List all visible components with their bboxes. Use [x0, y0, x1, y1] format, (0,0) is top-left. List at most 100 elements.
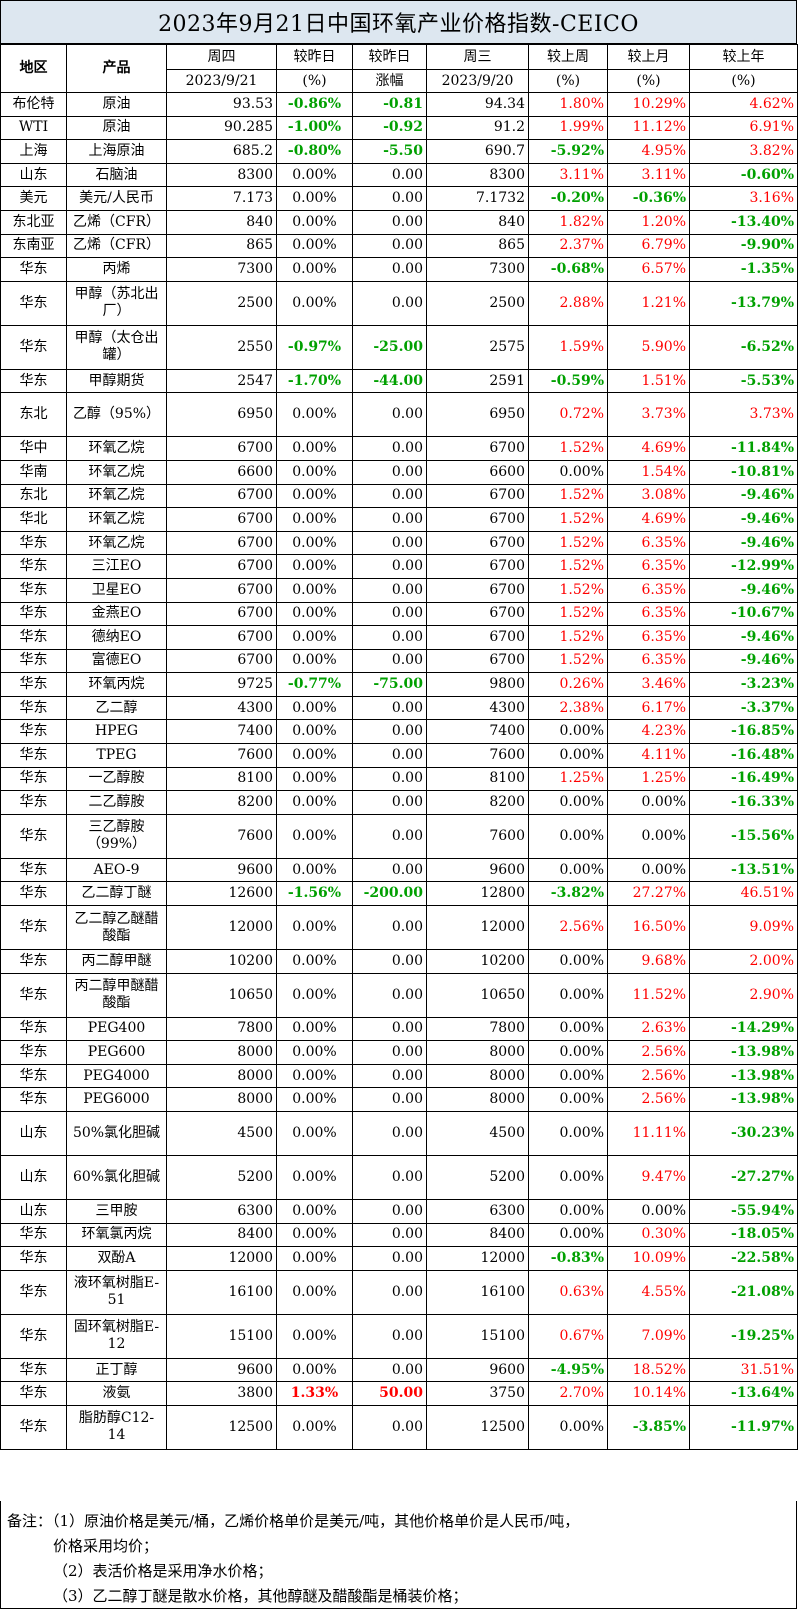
vs-yesterday-amt-cell: -44.00 [352, 368, 427, 394]
wed-header: 周三 [426, 44, 529, 70]
region-header: 地区 [0, 44, 67, 93]
thu-price-cell: 8000 [166, 1040, 277, 1065]
vs-week-cell: -0.68% [528, 257, 608, 282]
product-cell: TPEG [66, 743, 167, 768]
table-row: 华东 乙二醇乙醚醋酸酯 12000 0.00% 0.00 12000 2.56% 16.50%… [0, 905, 798, 951]
note-line: 备注：（1）原油价格是美元/桶，乙烯价格单价是美元/吨，其他价格单价是人民币/吨… [7, 1512, 580, 1530]
region-cell: 华东 [0, 1404, 67, 1450]
vs-year-cell: -10.81% [689, 459, 798, 485]
table-row: 华南 环氧乙烷 6600 0.00% 0.00 6600 0.00% 1.54% -10.81% [0, 459, 798, 485]
product-cell: 金燕EO [66, 601, 167, 627]
wed-price-cell: 5200 [426, 1155, 529, 1200]
vs-year-cell: -9.46% [689, 507, 798, 532]
vs-month-cell: 3.46% [607, 672, 690, 697]
wed-price-cell: 8400 [426, 1222, 529, 1248]
product-cell: 一乙醇胺 [66, 766, 167, 792]
product-cell: 二乙醇胺 [66, 790, 167, 815]
product-cell: 三甲胺 [66, 1199, 167, 1224]
table-row: 华东 二乙醇胺 8200 0.00% 0.00 8200 0.00% 0.00% -16.33% [0, 790, 798, 815]
vs-month-cell: -3.85% [607, 1404, 690, 1450]
region-cell: 上海 [0, 139, 67, 164]
region-cell: 华中 [0, 436, 67, 461]
product-cell: 卫星EO [66, 577, 167, 603]
vs-week-cell: 0.00% [528, 1111, 608, 1156]
product-cell: 乙二醇 [66, 695, 167, 721]
vs-yesterday-amt-cell: 0.00 [352, 392, 427, 438]
product-cell: 环氧丙烷 [66, 672, 167, 697]
vs-yesterday-amt-cell: 0.00 [352, 1199, 427, 1224]
wed-price-cell: 16100 [426, 1269, 529, 1315]
vs-year-cell: -22.58% [689, 1246, 798, 1271]
wed-price-cell: 865 [426, 233, 529, 259]
region-cell: 华东 [0, 280, 67, 326]
thu-price-cell: 7400 [166, 719, 277, 745]
wed-price-cell: 15100 [426, 1313, 529, 1359]
vs-year-cell: -10.67% [689, 601, 798, 627]
wed-price-cell: 8200 [426, 790, 529, 815]
product-cell: 环氧乙烷 [66, 530, 167, 556]
thu-price-cell: 6700 [166, 601, 277, 627]
vs-year-cell: -9.46% [689, 577, 798, 603]
thu-price-cell: 12000 [166, 1246, 277, 1271]
vs-week-cell: 0.72% [528, 392, 608, 438]
vs-yesterday-pct-cell: 0.00% [276, 813, 353, 859]
vs-week-cell: 2.37% [528, 233, 608, 259]
product-header: 产品 [66, 44, 167, 93]
region-cell: 华东 [0, 1381, 67, 1406]
region-cell: 华东 [0, 972, 67, 1018]
vs-yesterday-amt-cell: -25.00 [352, 324, 427, 370]
table-row: 华北 环氧乙烷 6700 0.00% 0.00 6700 1.52% 4.69% -9.46% [0, 507, 798, 532]
vs-yesterday-pct-cell: -0.86% [276, 92, 353, 117]
region-cell: 华东 [0, 695, 67, 721]
vs-yesterday-pct-cell: 0.00% [276, 257, 353, 282]
vs-year-cell: -0.60% [689, 162, 798, 188]
product-cell: 正丁醇 [66, 1357, 167, 1383]
table-row: 华东 丙二醇甲醚醋酸酯 10650 0.00% 0.00 10650 0.00% 11.52%… [0, 972, 798, 1018]
vs-week-cell: 2.70% [528, 1381, 608, 1406]
vs-yesterday-amt-cell: 0.00 [352, 695, 427, 721]
region-cell: 华东 [0, 1016, 67, 1042]
table-row: 华东 液环氧树脂E-51 16100 0.00% 0.00 16100 0.63% 4.55%… [0, 1269, 798, 1315]
wed-price-cell: 9600 [426, 857, 529, 883]
vs-yesterday-pct-cell: 0.00% [276, 857, 353, 883]
region-cell: 华东 [0, 648, 67, 674]
vs-year-cell: -3.37% [689, 695, 798, 721]
vs-week-cell: 0.63% [528, 1269, 608, 1315]
footnotes: 备注：（1）原油价格是美元/桶，乙烯价格单价是美元/吨，其他价格单价是人民币/吨… [0, 1501, 797, 1609]
vs-week-cell: 0.00% [528, 1222, 608, 1248]
vs-month-cell: 4.95% [607, 139, 690, 164]
vs-yesterday-amt-header: 较昨日 [352, 44, 427, 70]
vs-month-cell: 6.79% [607, 233, 690, 259]
vs-year-cell: -55.94% [689, 1199, 798, 1224]
thu-price-cell: 12000 [166, 905, 277, 951]
vs-year-cell: -19.25% [689, 1313, 798, 1359]
vs-yesterday-amt-cell: 0.00 [352, 507, 427, 532]
vs-yesterday-amt-cell: 0.00 [352, 1040, 427, 1065]
vs-month-cell: 1.20% [607, 209, 690, 235]
vs-yesterday-pct-cell: 0.00% [276, 483, 353, 509]
vs-yesterday-pct-cell: 0.00% [276, 162, 353, 188]
note-line: 价格采用均价； [53, 1537, 159, 1555]
vs-week-cell: 0.00% [528, 1063, 608, 1089]
table-row: 东北 乙醇（95%） 6950 0.00% 0.00 6950 0.72% 3.73% 3.73… [0, 392, 798, 438]
thu-price-cell: 6700 [166, 530, 277, 556]
vs-yesterday-pct-cell: 0.00% [276, 1087, 353, 1112]
table-row: 山东 60%氯化胆碱 5200 0.00% 0.00 5200 0.00% 9.47% -27.… [0, 1155, 798, 1200]
wed-price-cell: 2575 [426, 324, 529, 370]
vs-yesterday-amt-cell: -200.00 [352, 881, 427, 907]
vs-month-cell: 11.52% [607, 972, 690, 1018]
region-cell: 华东 [0, 1357, 67, 1383]
vs-yesterday-amt-unit: 涨幅 [352, 69, 427, 93]
vs-month-cell: 6.57% [607, 257, 690, 282]
table-row: 华东 甲醇期货 2547 -1.70% -44.00 2591 -0.59% 1.51% -5.… [0, 368, 798, 394]
product-cell: 环氧乙烷 [66, 483, 167, 509]
region-cell: 布伦特 [0, 92, 67, 117]
table-row: 华东 三乙醇胺（99%） 7600 0.00% 0.00 7600 0.00% 0.00% -1… [0, 813, 798, 859]
vs-year-cell: 3.82% [689, 139, 798, 164]
vs-month-cell: 4.69% [607, 436, 690, 461]
vs-yesterday-pct-cell: -1.00% [276, 115, 353, 141]
vs-yesterday-amt-cell: 0.00 [352, 1269, 427, 1315]
vs-week-cell: 2.38% [528, 695, 608, 721]
vs-yesterday-pct-cell: 1.33% [276, 1381, 353, 1406]
